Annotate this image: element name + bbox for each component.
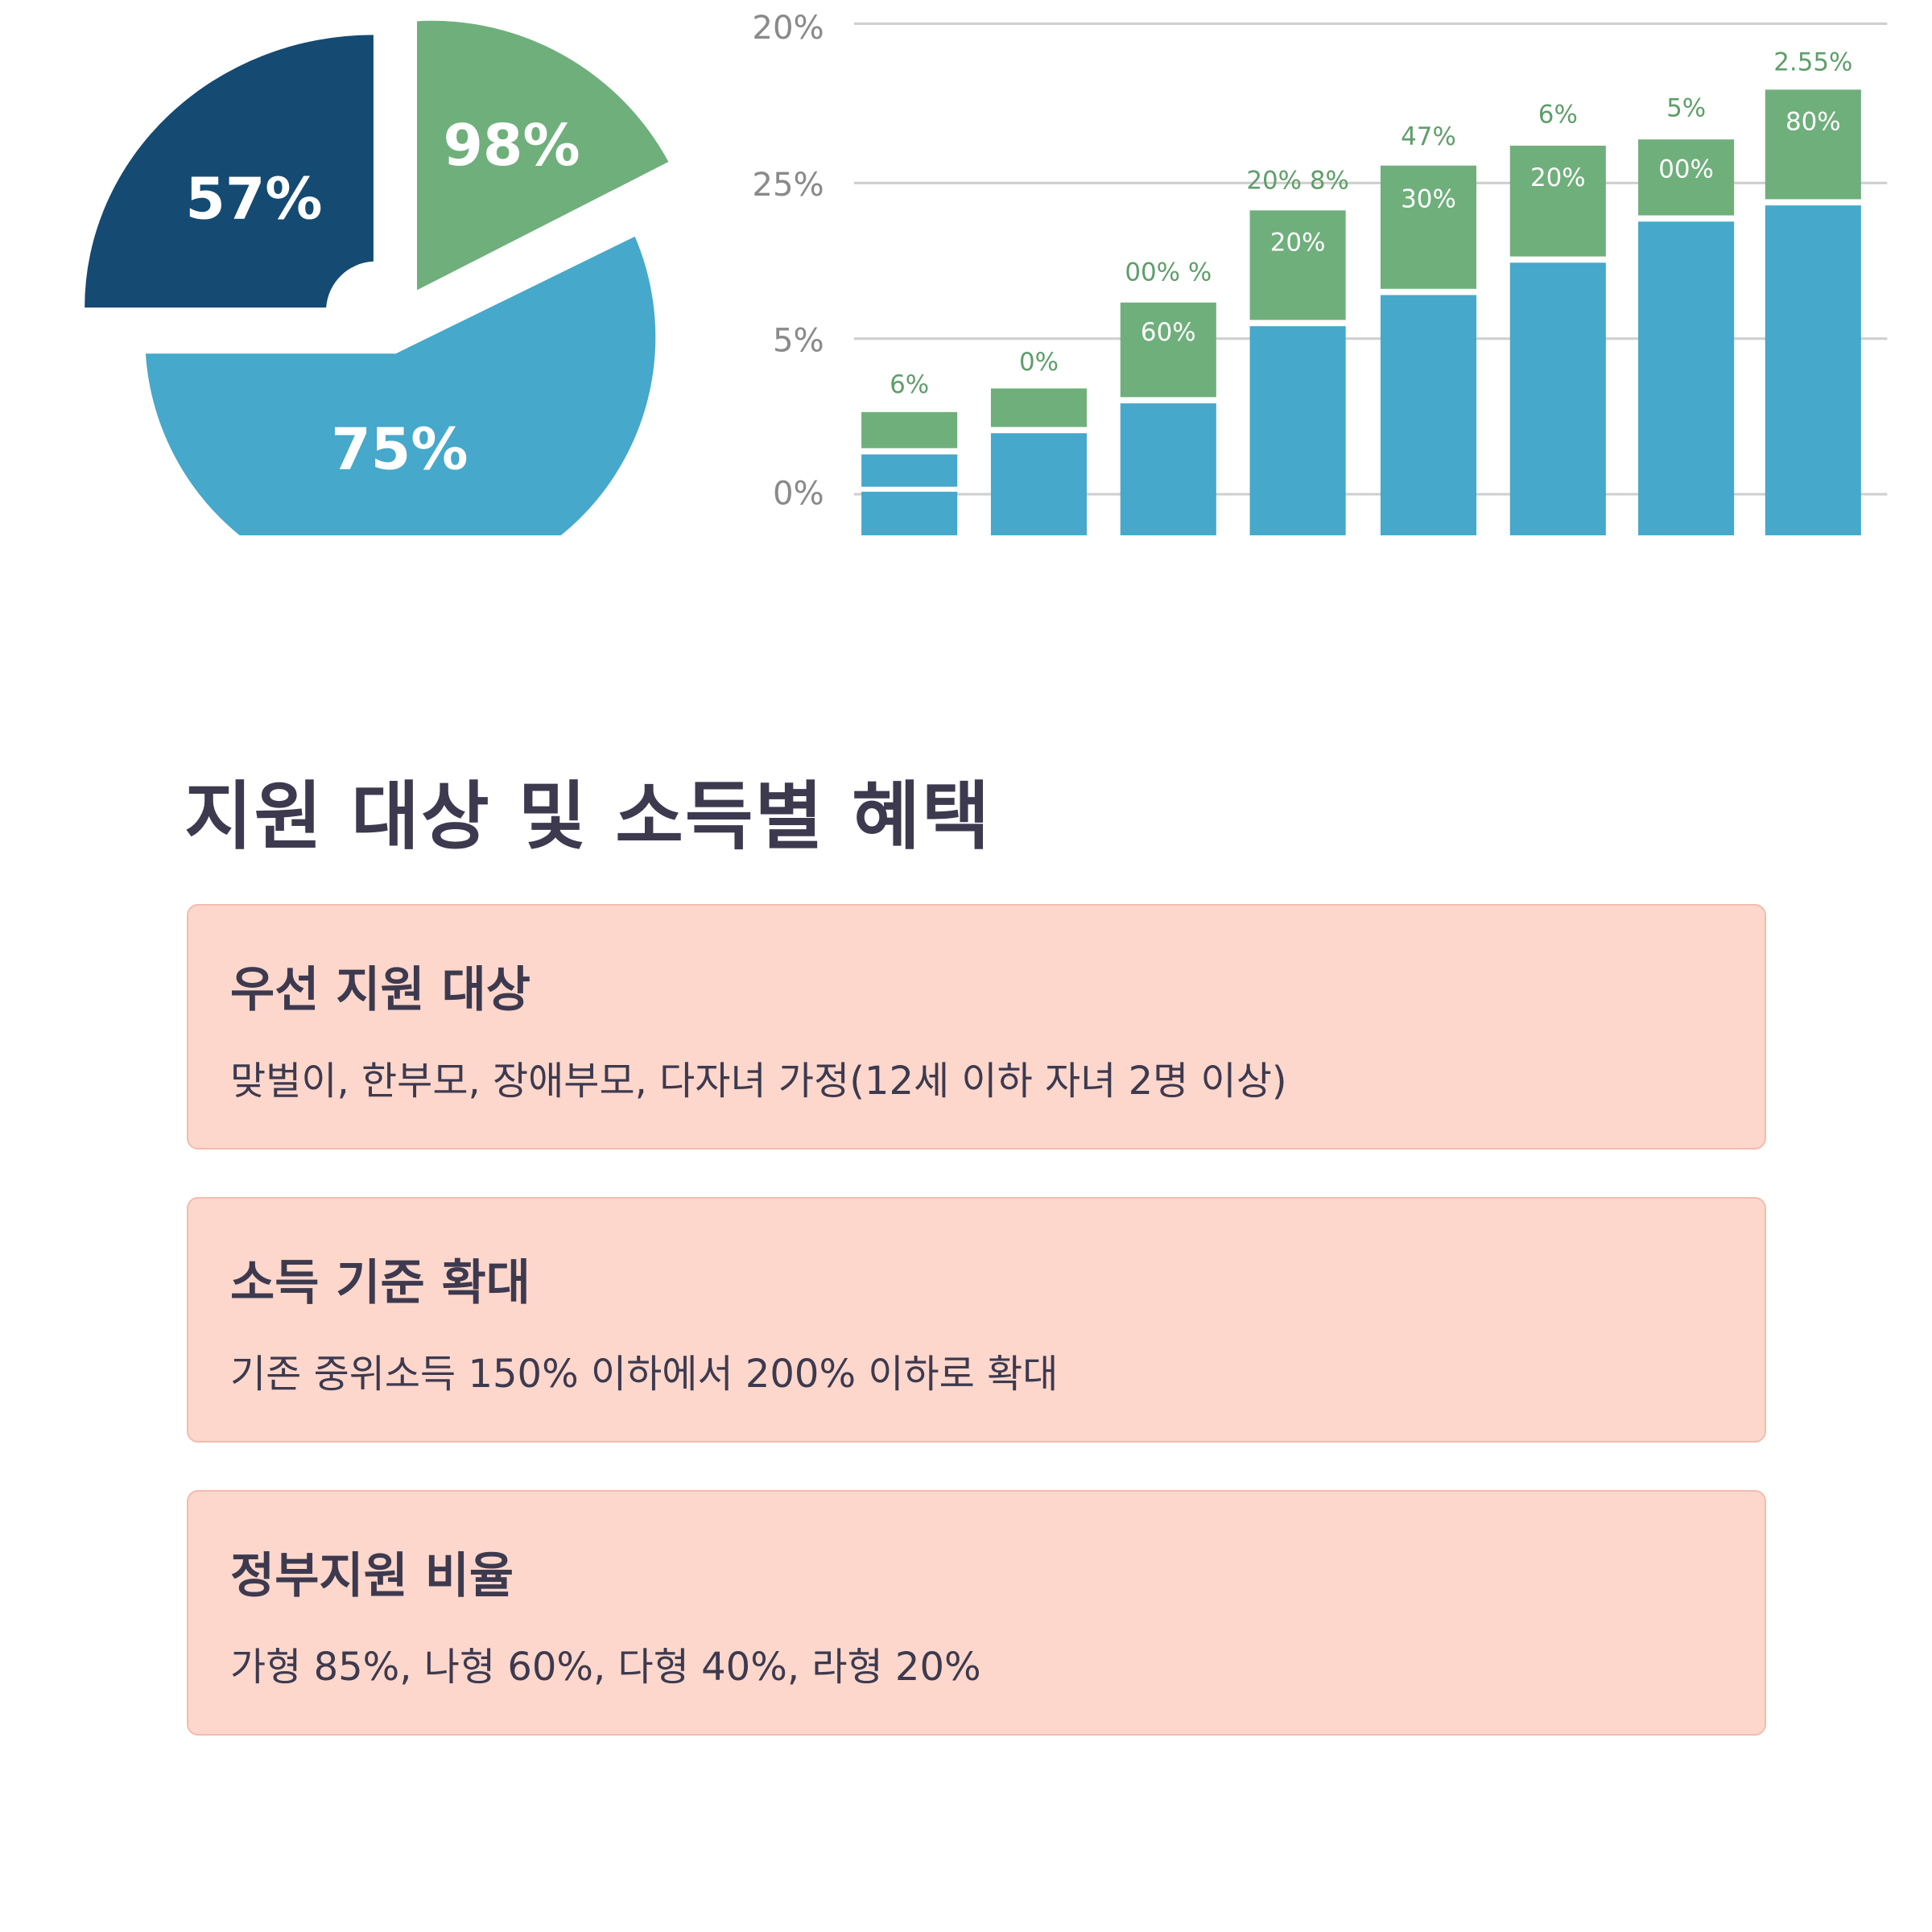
bar-segment xyxy=(1120,302,1216,398)
info-card: 소득 기준 확대 기존 중위소득 150% 이하에서 200% 이하로 확대 xyxy=(187,1197,1766,1443)
infographic-image: 57% 98% 75% 20% 25% 5% 0% 6%0%00% %60%20… xyxy=(85,10,1888,535)
bars: 6% 0% 00% % 60% 20% 8% 20% 47% 30% 6% 20% 5% 00% 2.5… xyxy=(861,47,1861,535)
bar-inner-label: 30% xyxy=(1401,184,1456,213)
bar-segment xyxy=(1249,326,1346,535)
bar-segment xyxy=(1120,403,1216,535)
bar-inner-label: 20% xyxy=(1270,229,1326,258)
card-title: 우선 지원 대상 xyxy=(230,962,530,1018)
bar-segment xyxy=(1509,262,1606,535)
bar-segment xyxy=(861,411,958,448)
axis-label: 20% xyxy=(752,10,824,47)
bar-inner-label: 00% xyxy=(1658,155,1714,184)
bar-inner-label: 20% xyxy=(1530,163,1586,192)
bar-label: 5% xyxy=(1666,94,1706,123)
axis-label: 5% xyxy=(773,322,824,359)
bar-segment xyxy=(1765,205,1861,535)
bar-segment xyxy=(1638,139,1735,216)
bar-label: 00% % xyxy=(1125,258,1212,287)
bar-label: 20% 8% xyxy=(1246,166,1349,195)
card-text: 가형 85%, 나형 60%, 다형 40%, 라형 20% xyxy=(230,1645,981,1690)
card-title: 정부지원 비율 xyxy=(230,1548,514,1604)
axis-label: 0% xyxy=(773,475,824,512)
pie-label: 57% xyxy=(185,166,322,233)
bar-segment xyxy=(1380,165,1477,289)
bar-segment xyxy=(990,388,1087,427)
bar-segment xyxy=(1249,210,1346,320)
bar-inner-label: 80% xyxy=(1785,108,1841,137)
bar-label: 0% xyxy=(1019,348,1059,377)
bar-label: 47% xyxy=(1401,122,1456,151)
bar-segment xyxy=(861,454,958,535)
pie-slice xyxy=(417,20,669,291)
bar-segment xyxy=(1509,145,1606,257)
bar-segment xyxy=(1765,89,1861,200)
bar-segment xyxy=(1380,295,1477,535)
bar-inner-label: 60% xyxy=(1141,318,1196,347)
bar-label: 2.55% xyxy=(1773,47,1852,76)
bar-label: 6% xyxy=(890,370,929,399)
pie-slice xyxy=(85,35,374,308)
pie: 57% 98% 75% xyxy=(85,20,669,535)
bar-label: 6% xyxy=(1538,100,1578,129)
pie-label: 98% xyxy=(443,112,580,179)
bar-chart: 20% 25% 5% 0% 6% 0% 00% % 60% 20% 8% 20% 47% 30… xyxy=(752,10,1888,535)
axis-label: 25% xyxy=(752,167,824,204)
bar-segment xyxy=(1638,221,1735,535)
section-title: 지원 대상 및 소득별 혜택 xyxy=(184,774,992,860)
pie-label: 75% xyxy=(331,415,468,482)
pie-slice xyxy=(145,236,656,535)
bar-gap xyxy=(861,486,958,492)
bar-segment xyxy=(990,433,1087,535)
info-card: 정부지원 비율 가형 85%, 나형 60%, 다형 40%, 라형 20% xyxy=(187,1490,1766,1736)
card-text: 맞벌이, 한부모, 장애부모, 다자녀 가정(12세 이하 자녀 2명 이상) xyxy=(230,1059,1287,1104)
card-title: 소득 기준 확대 xyxy=(230,1255,530,1311)
info-card: 우선 지원 대상 맞벌이, 한부모, 장애부모, 다자녀 가정(12세 이하 자… xyxy=(187,904,1766,1150)
card-text: 기존 중위소득 150% 이하에서 200% 이하로 확대 xyxy=(230,1352,1059,1397)
